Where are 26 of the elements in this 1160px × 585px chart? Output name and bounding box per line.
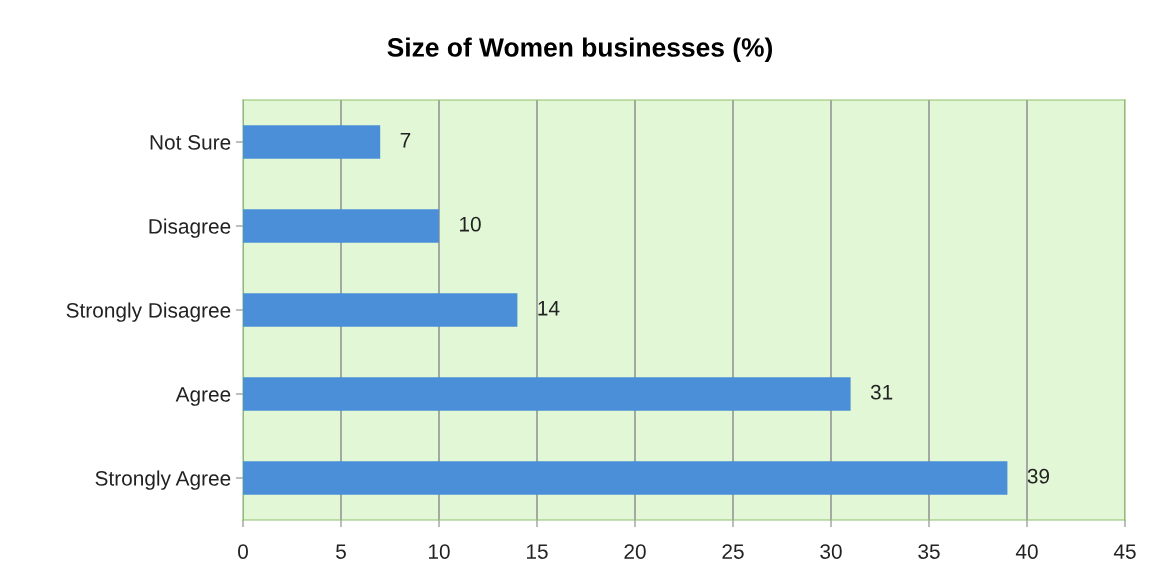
y-tick-label: Not Sure xyxy=(150,135,231,150)
x-tick-label: 5 xyxy=(336,544,346,559)
data-label: 10 xyxy=(460,216,481,232)
y-tick-label: Agree xyxy=(175,387,231,406)
x-tick-label: 10 xyxy=(429,544,450,559)
y-tick-label: Disagree xyxy=(149,218,231,238)
bar xyxy=(243,377,851,411)
bar xyxy=(243,293,518,327)
x-tick-label: 25 xyxy=(722,544,744,559)
bar xyxy=(243,125,381,159)
y-tick-label: Strongly Disagree xyxy=(66,302,231,322)
x-tick-label: 35 xyxy=(918,544,940,559)
x-tick-label: 20 xyxy=(624,544,646,559)
chart-title: Size of Women businesses (%) xyxy=(387,37,773,63)
x-tick-label: 30 xyxy=(820,544,842,559)
data-label: 39 xyxy=(1027,468,1050,484)
x-tick-label: 45 xyxy=(1113,544,1136,559)
x-tick-label: 40 xyxy=(1015,544,1038,559)
y-tick-label: Strongly Agree xyxy=(95,470,231,490)
data-label: 31 xyxy=(870,384,893,400)
bar xyxy=(243,209,439,243)
data-label: 7 xyxy=(400,133,411,148)
data-label: 14 xyxy=(538,301,560,316)
bar xyxy=(243,461,1008,495)
x-tick-label: 0 xyxy=(238,544,248,559)
x-tick-label: 15 xyxy=(527,544,548,559)
